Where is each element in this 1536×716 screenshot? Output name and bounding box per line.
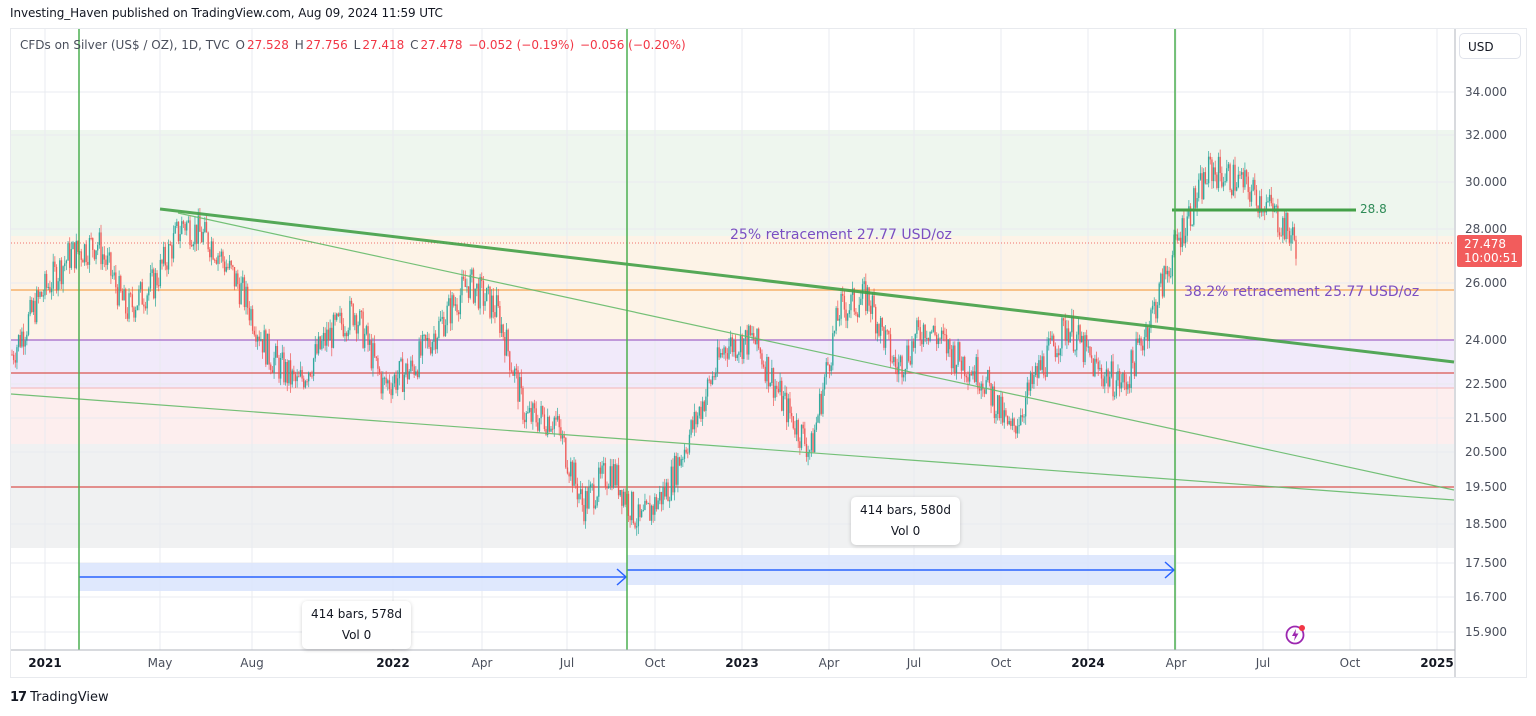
time-tick-label: 2021 [28, 656, 62, 670]
time-tick-label: Jul [906, 656, 922, 670]
chart-frame [10, 28, 1527, 678]
time-tick-label: Aug [240, 656, 264, 670]
currency-button[interactable]: USD [1459, 33, 1521, 59]
tradingview-logo[interactable]: 𝟭𝟳 TradingView [10, 690, 109, 705]
retracement-25-label[interactable]: 25% retracement 27.77 USD/oz [730, 227, 952, 243]
price-tick-label: 15.900 [1465, 625, 1507, 639]
price-tick-label: 24.000 [1465, 333, 1507, 347]
retracement-382-label[interactable]: 38.2% retracement 25.77 USD/oz [1184, 284, 1420, 300]
time-tick-label: 2023 [725, 656, 759, 670]
open-value: 27.528 [246, 38, 289, 52]
horizontal-levels [11, 242, 1454, 488]
level-28-8-label: 28.8 [1360, 202, 1387, 216]
close-value: 27.478 [420, 38, 463, 52]
price-tick-label: 26.000 [1465, 276, 1507, 290]
price-tick-label: 17.500 [1465, 556, 1507, 570]
price-tick-label: 21.500 [1465, 411, 1507, 425]
date-range-2-info: 414 bars, 580d Vol 0 [851, 497, 961, 545]
last-price: 27.478 [1464, 237, 1506, 251]
time-tick-label: Apr [818, 656, 840, 670]
price-tick-label: 19.500 [1465, 480, 1507, 494]
price-tick-label: 18.500 [1465, 517, 1507, 531]
date-range-1-info: 414 bars, 578d Vol 0 [302, 601, 412, 649]
time-tick-label: May [147, 656, 173, 670]
price-tick-label: 22.500 [1465, 377, 1507, 391]
change-value: −0.052 (−0.19%) [468, 38, 575, 52]
price-tick-label: 16.700 [1465, 590, 1507, 604]
candlestick-series [11, 149, 1297, 536]
change-value-2: −0.056 (−0.20%) [579, 38, 686, 52]
time-tick-label: Apr [1165, 656, 1187, 670]
time-tick-label: Oct [1339, 656, 1361, 670]
date-range-2[interactable] [627, 555, 1176, 585]
tradingview-mark-icon: 𝟭𝟳 [10, 690, 27, 705]
time-tick-label: 2024 [1071, 656, 1105, 670]
symbol-legend: CFDs on Silver (US$ / OZ), 1D, TVC O 27.5… [20, 38, 686, 52]
vertical-markers[interactable] [78, 29, 1176, 650]
last-price-tag: 27.478 10:00:51 [1457, 235, 1522, 267]
high-value: 27.756 [305, 38, 348, 52]
price-tick-label: 20.500 [1465, 445, 1507, 459]
time-tick-label: 2022 [376, 656, 410, 670]
time-tick-label: 2025 [1420, 656, 1454, 670]
grid-lines [11, 29, 1454, 650]
time-tick-label: Apr [471, 656, 493, 670]
price-tick-label: 28.000 [1465, 222, 1507, 236]
symbol-name: CFDs on Silver (US$ / OZ), 1D, TVC [20, 38, 230, 52]
time-tick-label: Jul [559, 656, 575, 670]
time-tick-label: Oct [990, 656, 1012, 670]
trendlines[interactable] [10, 207, 1455, 501]
low-value: 27.418 [362, 38, 405, 52]
publish-line: Investing_Haven published on TradingView… [10, 6, 443, 20]
time-tick-label: Jul [1255, 656, 1271, 670]
date-range-1[interactable] [79, 563, 628, 591]
price-tick-label: 34.000 [1465, 85, 1507, 99]
price-tick-label: 30.000 [1465, 175, 1507, 189]
bar-countdown: 10:00:51 [1464, 251, 1518, 265]
time-tick-label: Oct [644, 656, 666, 670]
lightning-alert-icon[interactable] [1285, 623, 1307, 645]
price-tick-label: 32.000 [1465, 128, 1507, 142]
